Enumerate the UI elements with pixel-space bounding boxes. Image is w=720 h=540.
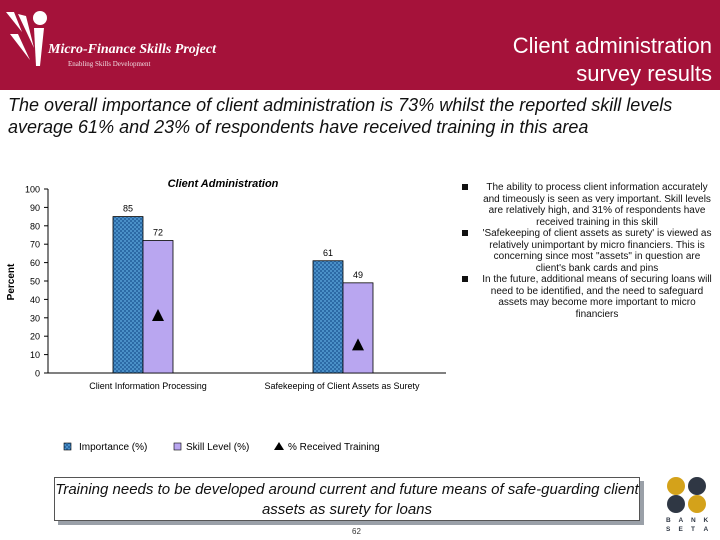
bank-logo-letter: B (666, 517, 671, 524)
y-tick-label: 70 (30, 240, 40, 250)
legend-label: Skill Level (%) (186, 442, 249, 453)
bar-value-label: 72 (153, 228, 163, 238)
bullet-item: In the future, additional means of secur… (462, 274, 714, 320)
bar-chart: Client Administration Percent 0 10 20 30 40 5… (6, 178, 446, 453)
key-message-banner: Training needs to be developed around cu… (54, 477, 640, 521)
y-tick-label: 40 (30, 295, 40, 305)
legend: Importance (%) Skill Level (%) % Received … (63, 442, 380, 453)
y-tick-label: 60 (30, 258, 40, 268)
x-tick-labels: Client Information Processing Safekeeping… (89, 381, 420, 391)
title-line-2: survey results (576, 61, 712, 86)
bank-logo-letter: T (691, 526, 695, 533)
logo-mark-icon (6, 11, 47, 66)
bar-value-label: 61 (323, 248, 333, 258)
y-axis-label: Percent (6, 263, 17, 300)
bullet-square-icon (462, 276, 468, 282)
bullet-item: The ability to process client informatio… (462, 182, 714, 228)
bullet-item: 'Safekeeping of client assets as surety'… (462, 228, 714, 274)
y-tick-label: 20 (30, 332, 40, 342)
page-title: Client administration survey results (352, 32, 712, 88)
bank-seta-logo: B A N KS E T A (666, 477, 709, 533)
legend-label: Importance (%) (79, 442, 147, 453)
title-line-1: Client administration (512, 33, 712, 58)
page-number: 62 (352, 527, 361, 536)
y-tick-label: 90 (30, 203, 40, 213)
y-tick-label: 0 (35, 369, 40, 379)
logo-text: Micro-Finance Skills Project (48, 42, 216, 57)
y-tick-label: 30 (30, 313, 40, 323)
skill-level-bar (142, 240, 174, 374)
bank-logo-letter: K (704, 517, 709, 524)
importance-bar (112, 216, 144, 374)
training-triangle-marker (352, 338, 364, 351)
legend-swatch-importance (63, 442, 72, 451)
legend-triangle-icon (274, 442, 284, 450)
y-tick-label: 100 (25, 185, 40, 195)
bank-logo-letter: S (666, 526, 671, 533)
skill-level-bar (342, 282, 374, 374)
logo-tagline: Enabling Skills Development (68, 60, 151, 68)
bullet-square-icon (462, 184, 468, 190)
importance-bar (312, 260, 344, 374)
bars: 85 72 61 49 (112, 204, 374, 374)
y-tick-label: 50 (30, 277, 40, 287)
bank-logo-letter: E (679, 526, 684, 533)
y-ticks: 0 10 20 30 40 50 60 70 80 90 100 (25, 185, 48, 379)
subtitle: The overall importance of client adminis… (8, 95, 673, 137)
y-tick-label: 10 (30, 350, 40, 360)
x-tick-label: Safekeeping of Client Assets as Surety (264, 381, 420, 391)
chart-title: Client Administration (168, 178, 279, 190)
legend-label: % Received Training (288, 442, 380, 453)
bank-logo-letter: N (691, 517, 696, 524)
project-logo: Micro-Finance Skills Project Enabling Sk… (4, 4, 216, 86)
bank-logo-letter: A (704, 526, 709, 533)
bar-value-label: 49 (353, 270, 363, 280)
x-tick-label: Client Information Processing (89, 381, 207, 391)
bar-value-label: 85 (123, 204, 133, 214)
legend-swatch-skill (173, 442, 182, 451)
bullet-list: The ability to process client informatio… (462, 182, 714, 320)
y-tick-label: 80 (30, 221, 40, 231)
header-bar: Micro-Finance Skills Project Enabling Sk… (0, 0, 720, 90)
bank-logo-letter: A (679, 517, 684, 524)
bullet-square-icon (462, 230, 468, 236)
training-triangle-marker (152, 308, 164, 321)
